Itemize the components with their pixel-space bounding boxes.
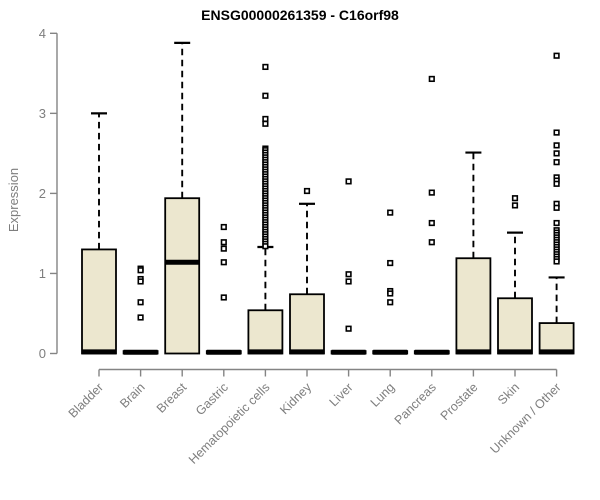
outlier-point-unknown-other xyxy=(553,52,560,59)
outlier-point-liver xyxy=(345,178,352,185)
outlier-point-liver xyxy=(345,271,352,278)
y-tick-label: 0 xyxy=(39,346,46,361)
outlier-point-lung xyxy=(387,290,394,297)
outlier-point-unknown-other xyxy=(553,150,560,157)
x-tick-label-lung: Lung xyxy=(368,380,398,410)
x-tick-label-breast: Breast xyxy=(154,380,190,416)
outlier-point-pancreas xyxy=(428,239,435,246)
outlier-point-gastric xyxy=(220,239,227,246)
outlier-point-hematopoietic-cells xyxy=(262,92,269,99)
box-skin xyxy=(497,297,533,355)
box-kidney xyxy=(289,293,325,355)
y-tick-label: 3 xyxy=(39,106,46,121)
box-breast xyxy=(164,197,201,355)
outlier-point-gastric xyxy=(220,245,227,252)
outlier-point-pancreas xyxy=(428,75,435,83)
outlier-point-lung xyxy=(387,209,394,216)
x-tick-label-prostate: Prostate xyxy=(438,380,481,423)
outlier-point-hematopoietic-cells xyxy=(262,115,269,123)
outlier-point-kidney xyxy=(303,187,311,195)
outlier-point-lung xyxy=(387,299,394,306)
outlier-point-pancreas xyxy=(428,219,435,227)
outlier-point-brain xyxy=(137,267,144,274)
outlier-point-unknown-other xyxy=(553,219,560,227)
x-tick-label-brain: Brain xyxy=(117,380,148,411)
box-hematopoietic-cells xyxy=(247,309,284,355)
outlier-point-hematopoietic-cells xyxy=(262,120,269,127)
x-tick-label-kidney: Kidney xyxy=(277,380,314,417)
x-tick-label-skin: Skin xyxy=(495,380,522,407)
x-tick-label-unknown-other: Unknown / Other xyxy=(487,380,563,456)
outlier-point-unknown-other xyxy=(553,159,560,166)
outlier-point-skin xyxy=(511,195,519,202)
outlier-point-liver xyxy=(345,325,352,332)
outlier-point-lung xyxy=(387,259,394,267)
outlier-point-unknown-other xyxy=(553,258,560,265)
outlier-point-skin xyxy=(511,202,519,209)
y-tick-label: 2 xyxy=(39,186,46,201)
outlier-point-hematopoietic-cells xyxy=(262,63,269,71)
x-tick-label-pancreas: Pancreas xyxy=(392,380,439,427)
box-unknown-other xyxy=(538,322,575,355)
outlier-point-unknown-other xyxy=(553,142,560,149)
x-tick-label-gastric: Gastric xyxy=(193,380,231,418)
y-tick-label: 1 xyxy=(39,266,46,281)
outlier-point-gastric xyxy=(220,223,227,231)
chart-title: ENSG00000261359 - C16orf98 xyxy=(201,7,399,23)
y-tick-label: 4 xyxy=(39,26,46,41)
outlier-point-unknown-other xyxy=(553,180,560,187)
x-tick-label-hematopoietic-cells: Hematopoietic cells xyxy=(186,380,273,467)
outlier-point-gastric xyxy=(220,294,227,301)
x-tick-label-bladder: Bladder xyxy=(66,380,106,420)
x-tick-label-liver: Liver xyxy=(327,380,356,409)
outlier-point-unknown-other xyxy=(553,129,560,136)
box-bladder xyxy=(81,248,117,355)
outlier-point-hematopoietic-cells xyxy=(262,243,269,250)
outlier-point-gastric xyxy=(220,259,227,266)
outlier-point-liver xyxy=(345,278,352,285)
outlier-point-brain xyxy=(137,314,144,321)
outlier-point-unknown-other xyxy=(553,204,560,211)
box-prostate xyxy=(455,257,492,355)
outlier-point-brain xyxy=(137,299,144,306)
outlier-point-brain xyxy=(137,278,144,285)
outlier-point-pancreas xyxy=(428,189,435,196)
